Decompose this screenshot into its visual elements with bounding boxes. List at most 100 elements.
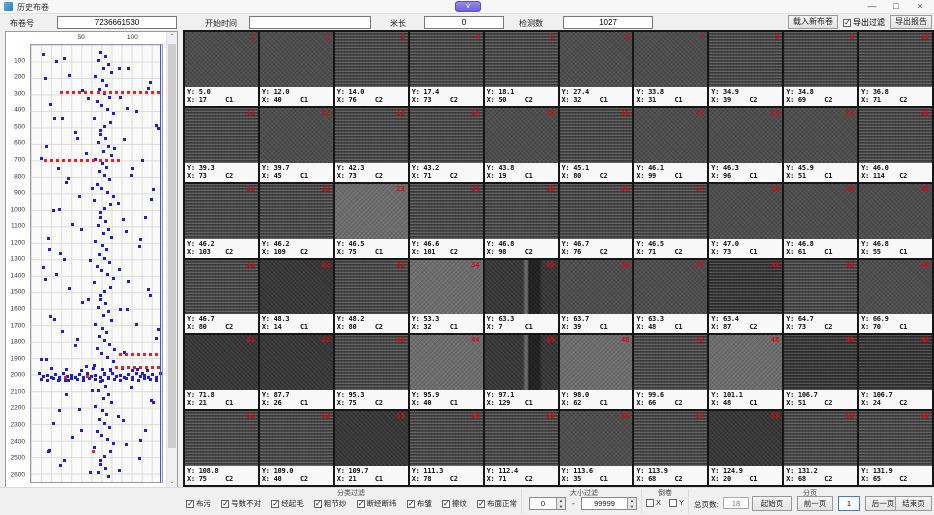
defect-thumbnail[interactable]: 31 Y: 46.7 X: 80 C2 xyxy=(185,259,258,334)
start-time-input[interactable] xyxy=(249,16,371,29)
defect-thumbnail[interactable]: 12 Y: 39.7 X: 45 C1 xyxy=(259,107,333,182)
close-button[interactable]: × xyxy=(917,1,923,11)
collapse-toggle-button[interactable]: ∨ xyxy=(455,1,481,12)
defect-thumbnail[interactable]: 24 Y: 46.6 X: 101 C2 xyxy=(409,183,483,258)
defect-thumbnail[interactable]: 35 Y: 63.3 X: 7 C1 xyxy=(484,259,558,334)
defect-map-plot[interactable] xyxy=(30,44,163,483)
defect-thumbnail[interactable]: 5 Y: 18.1 X: 50 C2 xyxy=(484,32,558,106)
defect-thumbnail[interactable]: 20 Y: 46.0 X: 114 C2 xyxy=(859,107,932,182)
defect-point xyxy=(124,230,128,234)
defect-thumbnail[interactable]: 10 Y: 36.8 X: 71 C2 xyxy=(859,32,932,106)
export-report-button[interactable]: 导出报告 xyxy=(890,15,932,29)
rewind-checkbox[interactable]: X xyxy=(646,498,661,507)
minimize-button[interactable]: — xyxy=(867,1,877,11)
defect-thumbnail[interactable]: 30 Y: 46.8 X: 55 C1 xyxy=(859,183,932,258)
defect-thumbnail[interactable]: 27 Y: 46.5 X: 71 C2 xyxy=(634,183,708,258)
defect-thumbnail[interactable]: 23 Y: 46.5 X: 75 C1 xyxy=(334,183,408,258)
category-checkbox[interactable]: 经起毛 xyxy=(271,498,304,509)
defect-thumbnail[interactable]: 4 Y: 17.4 X: 73 C2 xyxy=(409,32,483,106)
page-number-input[interactable] xyxy=(838,496,860,511)
defect-thumbnail[interactable]: 42 Y: 87.7 X: 26 C1 xyxy=(259,335,333,410)
defect-label: Y: 43.8 X: 19 C1 xyxy=(484,162,558,182)
defect-thumbnail[interactable]: 39 Y: 64.7 X: 73 C2 xyxy=(784,259,858,334)
defect-thumbnail[interactable]: 53 Y: 109.7 X: 21 C1 xyxy=(334,411,408,485)
defect-thumbnail[interactable]: 57 Y: 113.9 X: 68 C2 xyxy=(634,411,708,485)
defect-thumbnail[interactable]: 8 Y: 34.9 X: 39 C2 xyxy=(709,32,783,106)
defect-thumbnail[interactable]: 60 Y: 131.9 X: 65 C2 xyxy=(859,411,932,485)
defect-thumbnail[interactable]: 52 Y: 109.0 X: 40 C2 xyxy=(259,411,333,485)
defect-thumbnail[interactable]: 41 Y: 71.8 X: 21 C1 xyxy=(185,335,258,410)
defect-thumbnail[interactable]: 7 Y: 33.8 X: 31 C1 xyxy=(634,32,708,106)
defect-thumbnail[interactable]: 29 Y: 46.8 X: 61 C1 xyxy=(784,183,858,258)
defect-thumbnail[interactable]: 51 Y: 108.8 X: 75 C2 xyxy=(185,411,258,485)
defect-thumbnail[interactable]: 56 Y: 113.6 X: 35 C1 xyxy=(559,411,633,485)
size-min-value[interactable]: 0 xyxy=(540,499,546,508)
defect-thumbnail[interactable]: 1 Y: 5.0 X: 17 C1 xyxy=(185,32,258,106)
defect-thumbnail[interactable]: 45 Y: 97.1 X: 129 C1 xyxy=(484,335,558,410)
defect-thumbnail[interactable]: 43 Y: 95.3 X: 75 C2 xyxy=(334,335,408,410)
size-max-value[interactable]: 99999 xyxy=(594,499,615,508)
roll-number-input[interactable] xyxy=(57,16,177,29)
last-page-button[interactable]: 结束页 xyxy=(895,496,932,511)
defect-thumbnail[interactable]: 49 Y: 106.7 X: 51 C2 xyxy=(784,335,858,410)
prev-page-button[interactable]: 前一页 xyxy=(797,496,833,511)
scrollbar-thumb[interactable] xyxy=(168,44,176,448)
defect-thumbnail[interactable]: 38 Y: 63.4 X: 87 C2 xyxy=(709,259,783,334)
defect-point xyxy=(101,396,105,400)
detect-count-input[interactable] xyxy=(563,16,653,29)
maximize-button[interactable]: □ xyxy=(893,1,899,11)
defect-thumbnail[interactable]: 28 Y: 47.0 X: 73 C1 xyxy=(709,183,783,258)
export-filter-checkbox[interactable]: 导出过滤 xyxy=(843,17,885,28)
category-checkbox[interactable]: 布污 xyxy=(186,498,211,509)
defect-thumbnail[interactable]: 34 Y: 53.3 X: 32 C1 xyxy=(409,259,483,334)
spinner-arrows-icon[interactable]: ▲ ▼ xyxy=(556,498,565,509)
defect-thumbnail[interactable]: 16 Y: 45.1 X: 80 C2 xyxy=(559,107,633,182)
category-checkbox[interactable]: 布面正常 xyxy=(476,498,517,509)
defect-thumbnail[interactable]: 50 Y: 106.7 X: 24 C2 xyxy=(859,335,932,410)
size-min-spinner[interactable]: 0 ▲ ▼ xyxy=(529,497,566,510)
defect-thumbnail[interactable]: 17 Y: 46.1 X: 99 C1 xyxy=(634,107,708,182)
scroll-up-icon[interactable]: ⌃ xyxy=(169,34,175,40)
defect-thumbnail[interactable]: 6 Y: 27.4 X: 32 C1 xyxy=(559,32,633,106)
category-checkbox[interactable]: 擦纹 xyxy=(441,498,467,509)
defect-thumbnail[interactable]: 59 Y: 131.2 X: 68 C2 xyxy=(784,411,858,485)
spinner-arrows-icon[interactable]: ▲ ▼ xyxy=(627,498,636,509)
meter-length-input[interactable] xyxy=(424,16,504,29)
first-page-button[interactable]: 起始页 xyxy=(752,496,792,511)
size-max-spinner[interactable]: 99999 ▲ ▼ xyxy=(581,497,637,510)
defect-thumbnail[interactable]: 44 Y: 95.9 X: 40 C1 xyxy=(409,335,483,410)
defect-thumbnail[interactable]: 47 Y: 99.6 X: 66 C2 xyxy=(634,335,708,410)
defect-thumbnail[interactable]: 36 Y: 63.7 X: 39 C1 xyxy=(559,259,633,334)
defect-thumbnail[interactable]: 33 Y: 48.2 X: 80 C2 xyxy=(334,259,408,334)
defect-thumbnail[interactable]: 22 Y: 46.2 X: 109 C2 xyxy=(259,183,333,258)
scroll-down-icon[interactable]: ⌄ xyxy=(169,479,175,485)
defect-thumbnail[interactable]: 14 Y: 43.2 X: 71 C2 xyxy=(409,107,483,182)
defect-thumbnail[interactable]: 32 Y: 48.3 X: 14 C1 xyxy=(259,259,333,334)
load-new-roll-button[interactable]: 载入新布卷 xyxy=(788,15,838,29)
defect-thumbnail[interactable]: 40 Y: 66.9 X: 70 C1 xyxy=(859,259,932,334)
map-scrollbar[interactable]: ⌃ ⌄ xyxy=(166,32,177,488)
defect-thumbnail[interactable]: 26 Y: 46.7 X: 76 C2 xyxy=(559,183,633,258)
defect-thumbnail[interactable]: 2 Y: 12.0 X: 40 C1 xyxy=(259,32,333,106)
defect-thumbnail[interactable]: 37 Y: 63.3 X: 48 C1 xyxy=(634,259,708,334)
category-checkbox[interactable]: 号数不对 xyxy=(221,498,261,509)
defect-thumbnail[interactable]: 11 Y: 39.3 X: 73 C2 xyxy=(185,107,258,182)
defect-thumbnail[interactable]: 18 Y: 46.3 X: 96 C1 xyxy=(709,107,783,182)
defect-thumbnail[interactable]: 58 Y: 124.9 X: 20 C1 xyxy=(709,411,783,485)
defect-thumbnail[interactable]: 3 Y: 14.0 X: 76 C2 xyxy=(334,32,408,106)
defect-x-value: X: 75 xyxy=(336,247,357,256)
defect-thumbnail[interactable]: 19 Y: 45.9 X: 51 C1 xyxy=(784,107,858,182)
defect-thumbnail[interactable]: 15 Y: 43.8 X: 19 C1 xyxy=(484,107,558,182)
defect-thumbnail[interactable]: 48 Y: 101.1 X: 48 C1 xyxy=(709,335,783,410)
defect-thumbnail[interactable]: 46 Y: 98.0 X: 62 C1 xyxy=(559,335,633,410)
defect-thumbnail[interactable]: 9 Y: 34.8 X: 69 C2 xyxy=(784,32,858,106)
category-checkbox[interactable]: 粗节纱 xyxy=(313,498,346,509)
defect-thumbnail[interactable]: 25 Y: 46.8 X: 98 C2 xyxy=(484,183,558,258)
defect-thumbnail[interactable]: 21 Y: 46.2 X: 103 C2 xyxy=(185,183,258,258)
defect-thumbnail[interactable]: 54 Y: 111.3 X: 78 C2 xyxy=(409,411,483,485)
defect-thumbnail[interactable]: 55 Y: 112.4 X: 71 C2 xyxy=(484,411,558,485)
defect-thumbnail[interactable]: 13 Y: 42.3 X: 73 C2 xyxy=(334,107,408,182)
category-checkbox[interactable]: 布皱 xyxy=(406,498,432,509)
rewind-checkbox[interactable]: Y xyxy=(669,498,684,507)
category-checkbox[interactable]: 断经断纬 xyxy=(356,498,397,509)
